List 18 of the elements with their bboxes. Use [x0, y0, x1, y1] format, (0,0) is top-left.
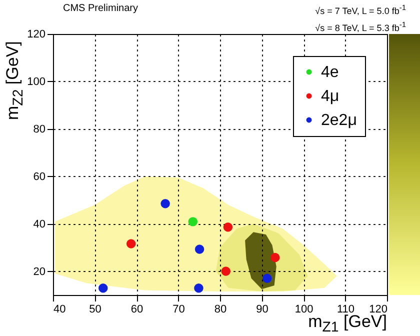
x-tick-label: 50 [89, 304, 102, 316]
y-tick-label: 40 [33, 218, 46, 230]
legend-label: 4e [321, 64, 339, 81]
x-tick-label: 40 [54, 304, 66, 316]
text: √s = 8 TeV, L = 5.3 fb$^{-1}$ [315, 20, 406, 33]
legend-label: 4μ [321, 88, 340, 105]
x-tick-label: 60 [130, 304, 144, 316]
legend-label: 2e2μ [321, 112, 357, 129]
text: √s = 7 TeV, L = 5.0 fb$^{-1}$ [315, 3, 406, 16]
y-tick-label: 120 [27, 28, 46, 40]
y-tick-label: 20 [33, 266, 46, 278]
x-tick-label: 70 [172, 304, 185, 316]
y-tick-label: 100 [27, 76, 46, 88]
x-tick-label: 90 [256, 304, 268, 316]
x-tick-label: 80 [214, 304, 227, 316]
chart-title: CMS Preliminary [63, 3, 138, 14]
y-tick-label: 80 [33, 123, 46, 136]
y-tick-label: 60 [33, 170, 46, 183]
